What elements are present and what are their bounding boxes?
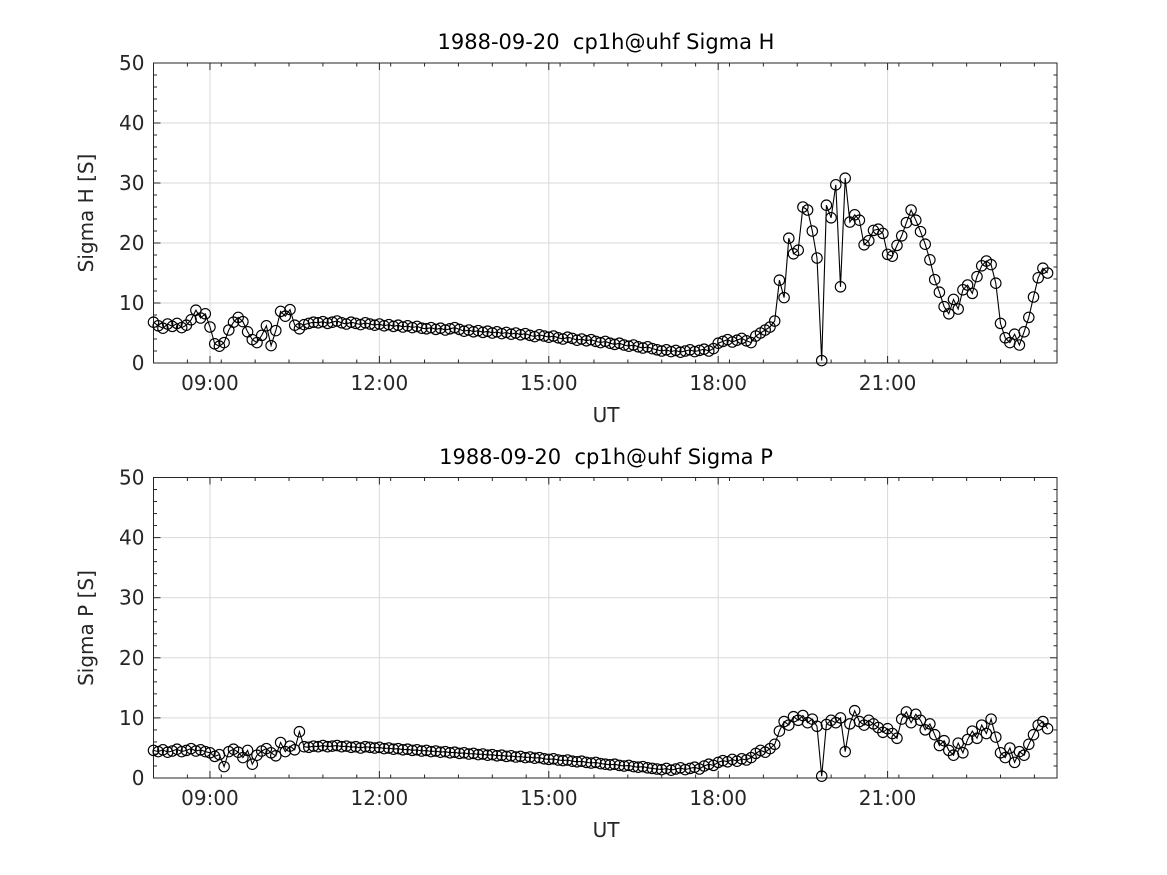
svg-text:0: 0 xyxy=(132,766,145,790)
svg-text:20: 20 xyxy=(119,231,144,255)
svg-text:30: 30 xyxy=(119,586,144,610)
sigma-p-y-axis-label: Sigma P [S] xyxy=(74,570,98,686)
plot-0-series-markers xyxy=(147,172,1054,367)
sigma-h-plot-title: 1988-09-20 cp1h@uhf Sigma H xyxy=(437,30,775,54)
svg-text:40: 40 xyxy=(119,526,144,550)
svg-text:20: 20 xyxy=(119,646,144,670)
svg-text:21:00: 21:00 xyxy=(859,786,917,810)
svg-text:50: 50 xyxy=(119,466,144,490)
svg-text:10: 10 xyxy=(119,291,144,315)
plot-1: 09:00 12:00 15:00 18:00 21:00 0 10 20 30 40 50 xyxy=(119,466,1058,811)
sigma-p-plot-title: 1988-09-20 cp1h@uhf Sigma P xyxy=(439,445,773,469)
svg-text:12:00: 12:00 xyxy=(351,371,409,395)
sigma-p-x-axis-label: UT xyxy=(592,818,620,842)
plot-0-axes-box xyxy=(153,62,1058,364)
sigma-h-x-axis-label: UT xyxy=(592,403,620,427)
plot-1-tick-labels: 09:00 12:00 15:00 18:00 21:00 0 10 20 30 40 50 xyxy=(119,466,916,811)
plot-0-tick-labels: 09:00 12:00 15:00 18:00 21:00 0 10 20 30 40 50 xyxy=(119,51,916,395)
svg-text:30: 30 xyxy=(119,171,144,195)
svg-text:21:00: 21:00 xyxy=(859,371,917,395)
plot-1-axes-box xyxy=(153,477,1058,779)
plot-1-series-markers xyxy=(147,704,1054,782)
plot-1-ticks xyxy=(153,477,1057,779)
plot-0: 09:00 12:00 15:00 18:00 21:00 0 10 20 30 40 50 xyxy=(119,51,1058,395)
svg-text:40: 40 xyxy=(119,111,144,135)
svg-text:12:00: 12:00 xyxy=(351,786,409,810)
svg-text:15:00: 15:00 xyxy=(520,786,578,810)
svg-text:0: 0 xyxy=(132,351,145,375)
sigma-h-y-axis-label: Sigma H [S] xyxy=(74,153,98,273)
svg-text:15:00: 15:00 xyxy=(520,371,578,395)
svg-text:10: 10 xyxy=(119,706,144,730)
svg-text:18:00: 18:00 xyxy=(689,786,747,810)
svg-text:09:00: 09:00 xyxy=(181,371,239,395)
svg-text:18:00: 18:00 xyxy=(689,371,747,395)
plot-0-grid xyxy=(153,62,1057,363)
plot-0-ticks xyxy=(153,62,1057,364)
svg-text:50: 50 xyxy=(119,51,144,75)
svg-text:09:00: 09:00 xyxy=(181,786,239,810)
